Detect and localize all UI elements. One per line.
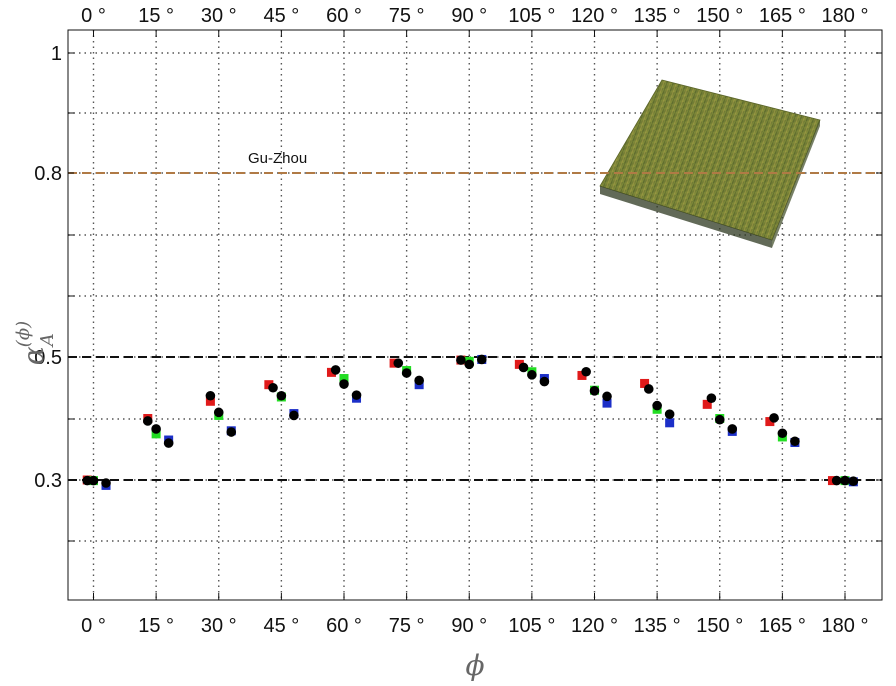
data-point-circle	[464, 359, 475, 370]
data-point-circle	[840, 475, 850, 486]
ticks	[68, 30, 882, 600]
x-tick-label-top: 150 °	[696, 5, 743, 27]
data-point-circle	[727, 424, 738, 434]
data-point-square	[264, 380, 274, 390]
data-point-square	[514, 359, 524, 369]
plot-frame	[67, 29, 883, 601]
x-tick-label-bottom: 135 °	[634, 615, 681, 637]
x-tick-label-bottom: 180 °	[822, 615, 869, 637]
data-point-square	[702, 399, 712, 409]
x-tick-label-bottom: 75 °	[389, 615, 425, 637]
data-point-circle	[769, 413, 779, 423]
data-point-circle	[330, 365, 341, 375]
data-point-circle	[589, 386, 600, 396]
x-tick-label-bottom: 15 °	[138, 615, 174, 637]
y-tick-label: 0.3	[34, 470, 62, 492]
data-point-circle	[848, 476, 859, 487]
x-tick-label-top: 120 °	[571, 5, 618, 27]
data-point-circle	[664, 409, 675, 419]
data-point-circle	[581, 366, 591, 377]
x-tick-label-top: 60 °	[326, 5, 362, 27]
reference-lines	[68, 172, 882, 481]
data-point-circle	[401, 368, 412, 378]
data-points	[82, 354, 859, 490]
y-axis-label-base: α	[17, 346, 50, 365]
x-tick-label-bottom: 45 °	[263, 615, 299, 637]
data-point-square	[577, 370, 587, 380]
data-point-circle	[351, 390, 362, 400]
data-point-circle	[205, 390, 216, 401]
x-tick-label-top: 165 °	[759, 5, 806, 27]
data-point-circle	[339, 379, 349, 389]
x-axis-label: ϕ	[465, 649, 484, 682]
tick-labels: 0 ° 0 ° 15 ° 15 ° 30 ° 30 ° 45 ° 45 ° 60 ° 60 ° 75…	[34, 5, 868, 637]
data-point-circle	[414, 375, 424, 386]
data-point-circle	[643, 384, 654, 394]
data-point-circle	[393, 358, 404, 368]
x-tick-label-bottom: 90 °	[451, 615, 487, 637]
surface-edge-side	[772, 120, 820, 248]
x-tick-label-top: 180 °	[822, 5, 869, 27]
y-axis-label-subscript: A	[37, 333, 58, 348]
x-tick-label-top: 135 °	[634, 5, 681, 27]
data-point-circle	[790, 436, 800, 447]
data-point-circle	[142, 416, 153, 426]
x-tick-label-bottom: 150 °	[696, 615, 743, 637]
data-point-circle	[276, 390, 287, 401]
data-point-circle	[777, 428, 788, 439]
data-point-circle	[213, 407, 224, 418]
data-point-square	[205, 396, 215, 406]
y-axis-label-superscript: (ϕ)	[13, 321, 34, 347]
x-tick-label-bottom: 165 °	[759, 615, 806, 637]
x-tick-label-top: 105 °	[508, 5, 555, 27]
data-point-square	[339, 374, 349, 384]
x-tick-label-top: 45 °	[263, 5, 299, 27]
data-point-circle	[151, 424, 161, 434]
x-tick-label-top: 15 °	[138, 5, 174, 27]
data-point-circle	[289, 410, 299, 421]
data-point-square	[151, 429, 161, 439]
svg-text:αA(ϕ): αA(ϕ)	[13, 321, 58, 365]
data-point-circle	[101, 478, 111, 488]
y-axis-label: αA(ϕ)	[13, 321, 58, 365]
data-point-square	[326, 367, 336, 377]
x-tick-label-top: 0 °	[81, 5, 106, 27]
x-tick-label-bottom: 105 °	[508, 615, 555, 637]
data-point-circle	[831, 475, 842, 486]
data-point-circle	[518, 362, 529, 373]
data-point-circle	[527, 370, 537, 380]
x-tick-label-top: 30 °	[201, 5, 237, 27]
surface-edge-front	[600, 186, 772, 248]
data-point-circle	[602, 391, 612, 402]
data-point-square	[665, 418, 675, 428]
x-tick-label-bottom: 0 °	[81, 615, 106, 637]
y-tick-label: 0.8	[34, 163, 62, 185]
data-point-circle	[163, 438, 174, 448]
data-point-square	[640, 378, 650, 388]
data-point-circle	[476, 354, 487, 365]
x-tick-label-bottom: 60 °	[326, 615, 362, 637]
y-tick-label: 1	[51, 43, 62, 65]
data-point-square	[602, 398, 612, 408]
surface-inset	[599, 79, 821, 248]
x-tick-label-top: 75 °	[389, 5, 425, 27]
data-point-circle	[539, 376, 550, 387]
data-point-circle	[706, 393, 717, 404]
data-point-circle	[714, 414, 725, 425]
data-point-circle	[268, 382, 278, 393]
data-point-circle	[82, 475, 93, 486]
x-tick-label-bottom: 120 °	[571, 615, 618, 637]
data-point-square	[765, 417, 775, 427]
y-tick-label: 0.5	[34, 347, 62, 369]
data-point-circle	[226, 427, 237, 437]
data-point-circle	[456, 355, 466, 365]
x-tick-label-bottom: 30 °	[201, 615, 237, 637]
gu-zhou-label: Gu-Zhou	[248, 150, 307, 167]
data-point-circle	[652, 400, 662, 411]
x-tick-label-top: 90 °	[451, 5, 487, 27]
